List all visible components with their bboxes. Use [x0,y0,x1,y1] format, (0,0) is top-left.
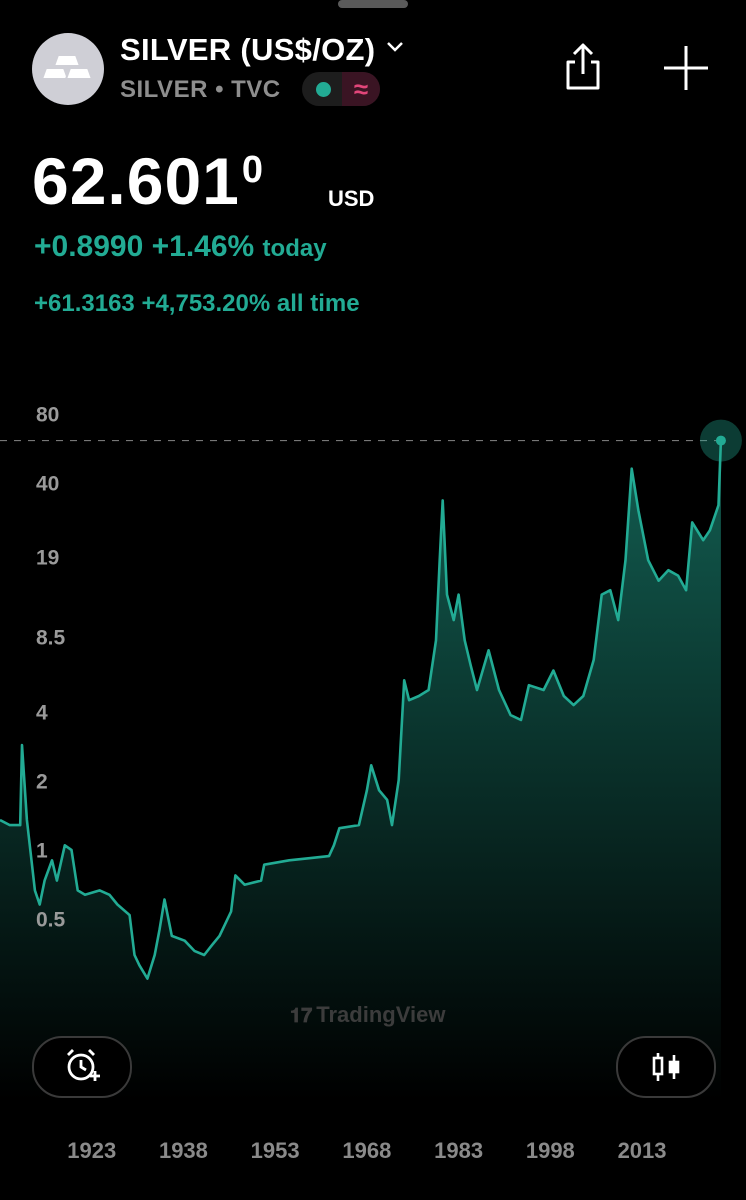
add-button[interactable] [662,44,710,92]
price-suffix: 0 [241,149,265,191]
delay-icon: ≈ [342,72,380,106]
silver-bars-icon [40,54,94,80]
change-today-value: +0.8990 +1.46% [34,230,255,263]
symbol-exchange: SILVER • TVC [120,76,281,103]
price-line [0,440,723,980]
chevron-down [387,42,404,52]
share-button[interactable] [560,42,606,94]
drag-handle[interactable] [338,0,408,8]
y-tick-label: 40 [36,473,59,496]
symbol-logo [32,33,104,105]
x-tick-label: 1938 [159,1138,208,1163]
x-tick-label: 1998 [526,1138,575,1163]
last-price-dot [715,435,726,446]
y-tick-label: 19 [36,547,59,570]
y-tick-label: 80 [36,404,59,427]
area-fill [0,440,721,1102]
y-tick-label: 2 [36,771,48,794]
status-badge: ≈ [302,72,380,106]
x-tick-label: 1983 [434,1138,483,1163]
x-tick-label: 2013 [618,1138,667,1163]
x-tick-label: 1923 [67,1138,116,1163]
currency: USD [328,186,375,211]
change-all-time: +61.3163 +4,753.20% all time [34,290,360,317]
symbol-title[interactable]: SILVER (US$/OZ) [120,32,406,68]
x-tick-label: 1953 [251,1138,300,1163]
watermark-text: TradingView [316,1002,446,1027]
y-tick-label: 8.5 [36,627,66,650]
y-tick-label: 0.5 [36,908,66,931]
watermark: 𝟏𝟕 TradingView [290,1002,446,1027]
market-dot [316,82,331,97]
candles-icon [652,1053,680,1081]
title-text: SILVER (US$/OZ) [120,32,376,67]
y-tick-label: 4 [36,702,48,725]
y-tick-label: 1 [36,840,48,863]
alert-button[interactable] [32,1036,132,1098]
today-label: today [262,235,327,262]
price: 62.6010 [32,143,264,219]
x-tick-label: 1968 [342,1138,391,1163]
price-value: 62.601 [32,144,240,218]
change-today: +0.8990 +1.46% today [34,230,327,264]
chart-type-button[interactable] [616,1036,716,1098]
alarm-add-icon [67,1049,100,1081]
